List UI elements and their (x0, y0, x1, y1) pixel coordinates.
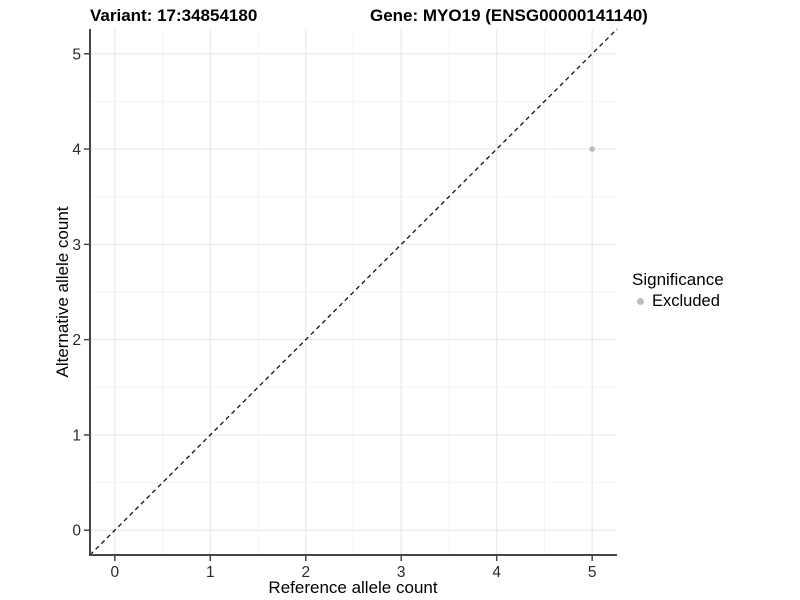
x-tick-label: 2 (301, 564, 310, 581)
x-tick-label: 1 (206, 564, 215, 581)
y-tick-label: 2 (72, 332, 81, 349)
x-tick-label: 5 (588, 564, 597, 581)
identity-line (89, 28, 618, 556)
gene-title: Gene: MYO19 (ENSG00000141140) (370, 6, 648, 25)
x-tick-label: 4 (492, 564, 501, 581)
y-tick-label: 1 (72, 427, 81, 444)
variant-title: Variant: 17:34854180 (90, 6, 258, 25)
y-tick-label: 4 (72, 142, 81, 159)
legend: Significance Excluded (632, 270, 724, 311)
data-point (589, 146, 595, 152)
y-axis-title: Alternative allele count (53, 206, 72, 378)
legend-title: Significance (632, 270, 724, 289)
x-tick-label: 3 (397, 564, 406, 581)
x-axis-title: Reference allele count (268, 578, 438, 597)
legend-entry-excluded: Excluded (632, 292, 724, 311)
y-tick-label: 5 (72, 46, 81, 63)
legend-point-swatch-icon (637, 298, 644, 305)
legend-entry-label: Excluded (652, 292, 720, 310)
y-tick-label: 3 (72, 237, 81, 254)
x-tick-label: 0 (111, 564, 120, 581)
y-tick-label: 0 (72, 523, 81, 540)
